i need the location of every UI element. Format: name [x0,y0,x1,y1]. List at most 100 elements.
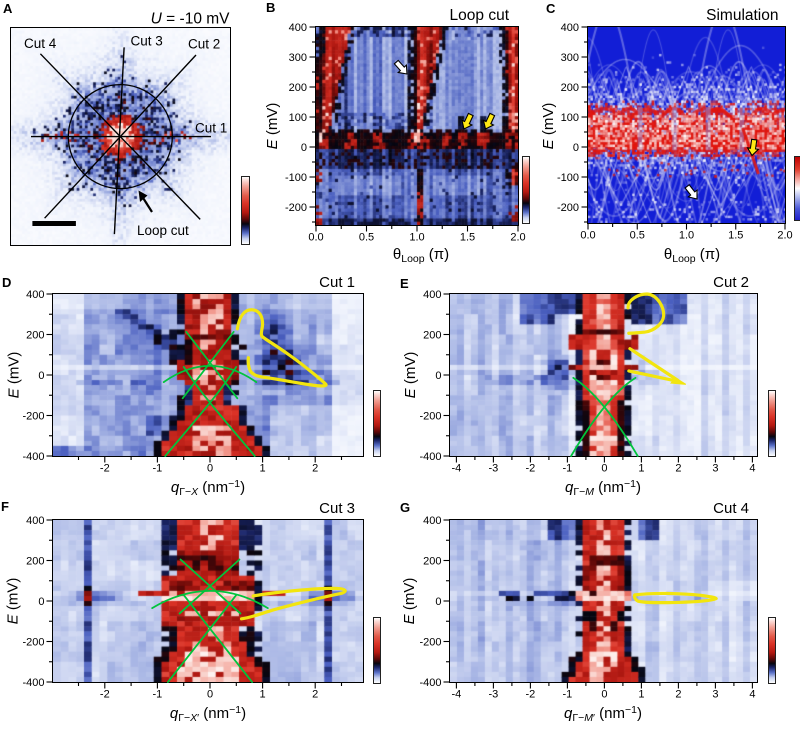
svg-text:E: E [400,276,409,291]
svg-text:D: D [2,275,11,290]
svg-text:Loop cut: Loop cut [137,223,189,238]
svg-text:-1: -1 [563,463,573,475]
svg-text:200: 200 [423,330,441,342]
svg-text:200: 200 [561,82,579,94]
svg-text:-400: -400 [419,677,441,689]
svg-text:2.0: 2.0 [777,230,792,242]
svg-text:-1: -1 [153,463,163,475]
svg-text:Cut 2: Cut 2 [713,274,749,291]
svg-text:qΓ−X (nm−1): qΓ−X (nm−1) [171,478,245,498]
svg-text:2.0: 2.0 [510,232,525,244]
svg-text:1: 1 [260,463,266,475]
svg-text:C: C [546,1,556,16]
svg-text:Cut 1: Cut 1 [195,121,227,136]
svg-text:Cut 1: Cut 1 [319,274,355,291]
svg-text:-2: -2 [100,689,110,701]
svg-text:1.5: 1.5 [460,232,475,244]
svg-text:-200: -200 [557,202,579,214]
svg-text:0: 0 [38,370,44,382]
svg-text:0.0: 0.0 [308,232,323,244]
svg-text:1.5: 1.5 [728,230,743,242]
svg-text:1: 1 [638,689,644,701]
svg-text:400: 400 [423,289,441,301]
svg-text:-2: -2 [100,463,110,475]
svg-text:-3: -3 [489,689,499,701]
svg-text:qΓ−X′ (nm−1): qΓ−X′ (nm−1) [170,704,246,724]
svg-text:qΓ−M′ (nm−1): qΓ−M′ (nm−1) [564,704,642,724]
svg-text:400: 400 [26,289,44,301]
svg-text:0: 0 [601,463,607,475]
svg-text:300: 300 [561,52,579,64]
svg-text:4: 4 [749,463,755,475]
svg-text:-4: -4 [452,689,462,701]
svg-text:2: 2 [675,463,681,475]
svg-text:100: 100 [289,112,307,124]
svg-text:-200: -200 [419,637,441,649]
svg-text:3: 3 [712,689,718,701]
svg-text:100: 100 [561,112,579,124]
svg-text:300: 300 [289,52,307,64]
svg-text:400: 400 [289,22,307,34]
svg-text:200: 200 [26,330,44,342]
svg-text:Cut 3: Cut 3 [319,500,355,517]
svg-text:-200: -200 [285,202,307,214]
svg-text:0: 0 [38,596,44,608]
svg-text:1.0: 1.0 [679,230,694,242]
svg-text:400: 400 [423,515,441,527]
svg-text:1: 1 [638,463,644,475]
svg-text:-100: -100 [285,172,307,184]
svg-text:θLoop (π): θLoop (π) [393,246,449,265]
svg-text:0: 0 [573,142,579,154]
svg-text:200: 200 [289,82,307,94]
svg-text:-1: -1 [153,689,163,701]
svg-text:E (mV): E (mV) [6,352,23,399]
svg-text:F: F [1,499,9,514]
svg-text:Simulation: Simulation [706,7,778,24]
svg-text:0: 0 [207,463,213,475]
svg-text:2: 2 [312,689,318,701]
svg-text:G: G [400,500,410,515]
svg-text:Cut 4: Cut 4 [24,36,57,51]
svg-text:-400: -400 [22,451,44,463]
svg-text:0: 0 [435,370,441,382]
svg-text:4: 4 [749,689,755,701]
svg-text:-200: -200 [22,637,44,649]
svg-text:400: 400 [26,515,44,527]
svg-text:0: 0 [435,596,441,608]
svg-text:0: 0 [301,142,307,154]
svg-text:-400: -400 [22,677,44,689]
svg-text:2: 2 [675,689,681,701]
svg-text:-2: -2 [526,689,536,701]
svg-text:-3: -3 [489,463,499,475]
svg-text:A: A [3,1,13,16]
svg-text:3: 3 [712,463,718,475]
svg-text:B: B [266,0,275,15]
svg-text:E (mV): E (mV) [540,103,557,150]
svg-text:0.5: 0.5 [630,230,645,242]
svg-text:1: 1 [260,689,266,701]
svg-text:-1: -1 [563,689,573,701]
svg-text:Cut 4: Cut 4 [713,500,749,517]
svg-text:400: 400 [561,22,579,34]
svg-text:-400: -400 [419,451,441,463]
svg-text:0.5: 0.5 [359,232,374,244]
svg-text:0: 0 [601,689,607,701]
svg-text:-100: -100 [557,172,579,184]
svg-text:200: 200 [423,556,441,568]
svg-text:1.0: 1.0 [409,232,424,244]
svg-text:0: 0 [207,689,213,701]
svg-text:U = -10 mV: U = -10 mV [151,11,230,28]
svg-text:θLoop (π): θLoop (π) [664,246,720,265]
svg-text:-4: -4 [452,463,462,475]
svg-text:E (mV): E (mV) [402,352,419,399]
svg-text:-200: -200 [22,411,44,423]
svg-text:-200: -200 [419,411,441,423]
svg-text:E (mV): E (mV) [264,103,281,150]
svg-text:E (mV): E (mV) [401,578,418,625]
svg-text:Cut 3: Cut 3 [131,34,163,49]
svg-text:qΓ−M (nm−1): qΓ−M (nm−1) [565,478,641,498]
svg-text:Loop cut: Loop cut [450,7,510,24]
svg-text:200: 200 [26,556,44,568]
svg-text:2: 2 [312,463,318,475]
svg-text:-2: -2 [526,463,536,475]
